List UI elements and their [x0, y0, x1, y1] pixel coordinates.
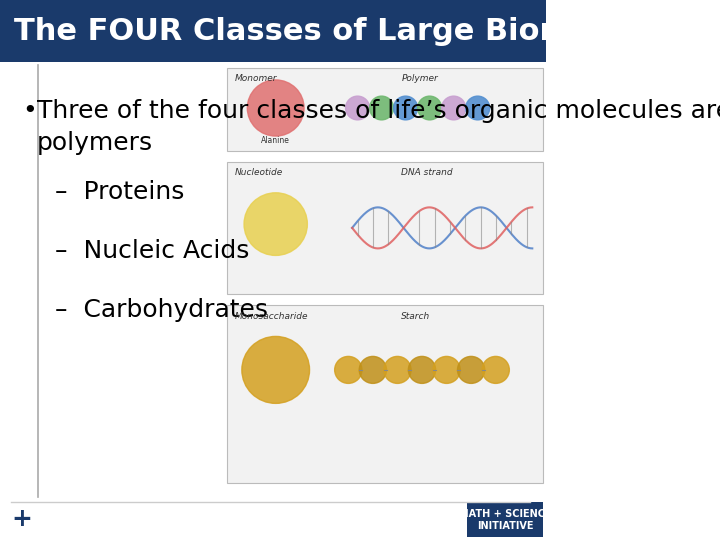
Circle shape [482, 356, 509, 383]
FancyBboxPatch shape [227, 305, 543, 483]
Circle shape [466, 96, 490, 120]
Circle shape [457, 356, 485, 383]
FancyBboxPatch shape [227, 162, 543, 294]
Text: –  Proteins: – Proteins [55, 180, 184, 204]
Text: Three of the four classes of life’s organic molecules are: Three of the four classes of life’s orga… [37, 99, 720, 123]
Circle shape [346, 96, 369, 120]
Circle shape [335, 356, 362, 383]
Text: DNA strand: DNA strand [401, 168, 453, 178]
Circle shape [242, 336, 310, 403]
Circle shape [418, 96, 441, 120]
Text: Starch: Starch [401, 312, 431, 321]
Circle shape [384, 356, 411, 383]
Circle shape [408, 356, 436, 383]
Text: polymers: polymers [37, 131, 153, 155]
Text: Nucleotide: Nucleotide [235, 168, 283, 178]
Text: Polymer: Polymer [401, 74, 438, 83]
Text: Alanine: Alanine [261, 136, 290, 145]
Circle shape [247, 80, 304, 136]
Circle shape [441, 96, 466, 120]
Text: Monomer: Monomer [235, 74, 277, 83]
Text: Monosaccharide: Monosaccharide [235, 312, 308, 321]
FancyBboxPatch shape [227, 68, 543, 151]
Circle shape [244, 193, 307, 255]
Circle shape [359, 356, 387, 383]
FancyBboxPatch shape [0, 0, 546, 62]
Text: MATH + SCIENCE
INITIATIVE: MATH + SCIENCE INITIATIVE [459, 509, 552, 531]
Circle shape [433, 356, 460, 383]
Text: +: + [11, 508, 32, 531]
Text: –  Carbohydrates: – Carbohydrates [55, 299, 268, 322]
Text: The FOUR Classes of Large Biomolecules: The FOUR Classes of Large Biomolecules [14, 17, 712, 46]
Text: –  Nucleic Acids: – Nucleic Acids [55, 239, 249, 263]
Text: •: • [22, 99, 37, 123]
Circle shape [369, 96, 394, 120]
FancyBboxPatch shape [467, 502, 543, 537]
Circle shape [394, 96, 418, 120]
